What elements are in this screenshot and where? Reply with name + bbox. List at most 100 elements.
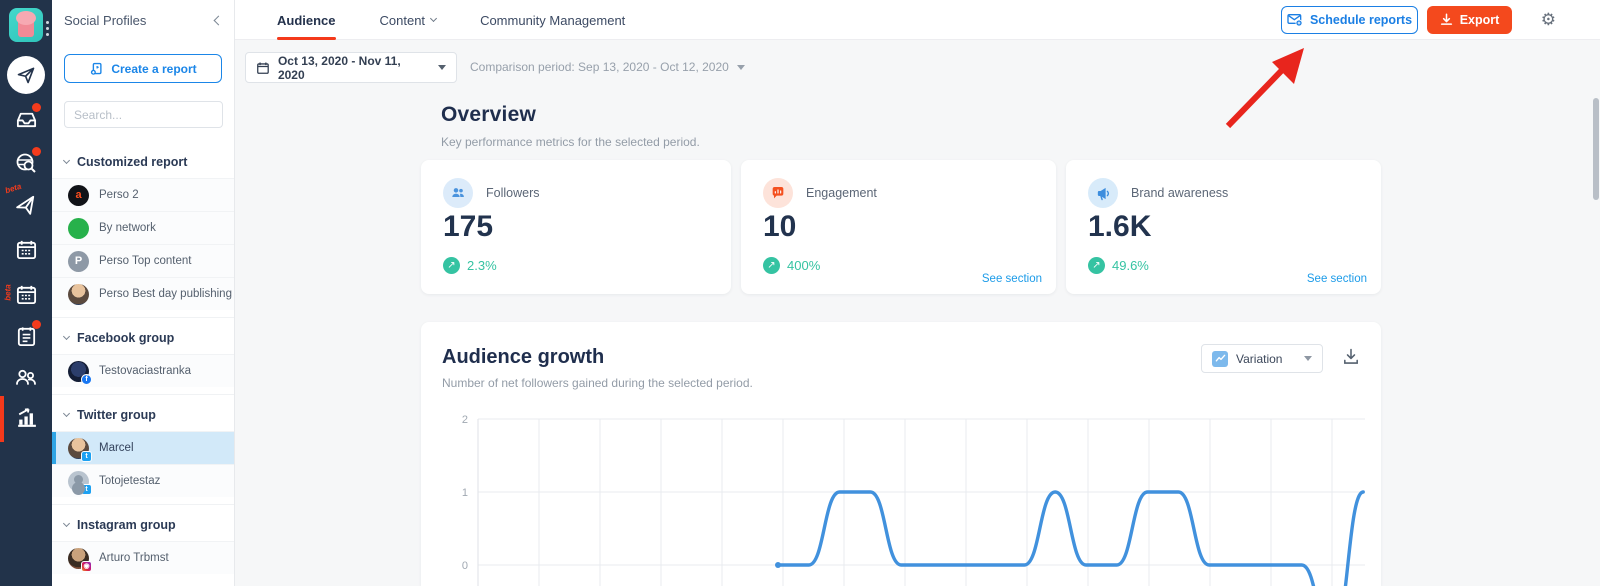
audience-growth-title: Audience growth [442, 346, 605, 368]
see-section-link[interactable]: See section [981, 273, 1042, 285]
card-label: Followers [486, 186, 540, 200]
notification-dot [32, 147, 41, 156]
profile-item-label: Marcel [99, 442, 134, 454]
brand-awareness-card: Brand awareness 1.6K ↗ 49.6% See section [1066, 160, 1381, 294]
export-button[interactable]: Export [1427, 6, 1512, 34]
line-chart-icon [1215, 354, 1225, 362]
section-instagram-group[interactable]: Instagram group [52, 504, 234, 541]
trend-indicator: ↗ 49.6% [1088, 257, 1149, 274]
kebab-menu-icon[interactable] [46, 21, 49, 24]
send-plane-icon [16, 195, 35, 215]
nav-analytics[interactable] [0, 404, 52, 430]
report-item-label: By network [99, 222, 156, 234]
active-nav-indicator [0, 396, 4, 442]
chevron-down-icon [62, 156, 71, 165]
report-item-label: Perso Top content [99, 255, 192, 267]
engagement-card: Engagement 10 ↗ 400% See section [741, 160, 1056, 294]
planner-calendar-icon [16, 240, 36, 259]
card-label: Engagement [806, 186, 877, 200]
create-report-button[interactable]: Create a report [64, 54, 222, 83]
followers-icon [452, 188, 464, 197]
instagram-badge-icon: ◉ [81, 560, 92, 572]
collapse-panel-icon[interactable] [213, 15, 224, 25]
trend-up-icon: ↗ [1088, 257, 1105, 274]
vertical-scrollbar-thumb[interactable] [1593, 98, 1599, 200]
variation-label: Variation [1236, 351, 1283, 366]
section-twitter-group[interactable]: Twitter group [52, 394, 234, 431]
nav-campaigns[interactable] [0, 320, 52, 349]
beta-badge: beta [4, 181, 23, 196]
svg-text:1: 1 [462, 487, 468, 499]
section-label: Instagram group [77, 518, 176, 532]
nav-team[interactable] [0, 364, 52, 390]
tab-content[interactable]: Content [380, 0, 438, 40]
report-item[interactable]: By network [52, 211, 234, 244]
profile-item-label: Testovaciastranka [99, 365, 192, 377]
chevron-down-icon [1304, 356, 1312, 361]
report-item[interactable]: Perso Best day publishing [52, 277, 234, 310]
avatar: P [68, 250, 89, 272]
mail-plus-icon [1287, 14, 1303, 27]
workspace-avatar[interactable] [0, 8, 52, 42]
social-search-icon [16, 153, 36, 173]
nav-publish[interactable] [0, 56, 52, 94]
date-range-label: Oct 13, 2020 - Nov 11, 2020 [277, 53, 401, 82]
avatar: t [68, 470, 92, 495]
panel-title: Social Profiles [64, 12, 147, 28]
report-item[interactable]: P Perso Top content [52, 244, 234, 277]
search-input[interactable] [64, 101, 223, 128]
tab-audience[interactable]: Audience [277, 0, 336, 40]
trend-value: 400% [787, 258, 821, 273]
avatar: ◉ [68, 547, 92, 572]
report-item[interactable]: a Perso 2 [52, 178, 234, 211]
trend-up-icon: ↗ [763, 257, 780, 274]
section-facebook-group[interactable]: Facebook group [52, 317, 234, 354]
trend-value: 49.6% [1112, 258, 1149, 273]
date-range-picker[interactable]: Oct 13, 2020 - Nov 11, 2020 [245, 52, 457, 83]
tab-community-management[interactable]: Community Management [480, 0, 625, 40]
nav-social-search[interactable] [0, 147, 52, 176]
profile-item[interactable]: f Testovaciastranka [52, 354, 234, 387]
comparison-period[interactable]: Comparison period: Sep 13, 2020 - Oct 12… [470, 60, 745, 74]
audience-growth-card: Audience growth Number of net followers … [421, 322, 1381, 586]
calendar-icon [257, 61, 269, 74]
trend-indicator: ↗ 2.3% [443, 257, 497, 274]
beta-badge: beta [3, 284, 13, 301]
nav-best-hours[interactable]: beta [0, 281, 52, 307]
svg-text:2: 2 [462, 414, 468, 426]
chevron-down-icon [62, 519, 71, 528]
overview-subtitle: Key performance metrics for the selected… [441, 135, 700, 149]
schedule-reports-label: Schedule reports [1309, 13, 1413, 27]
team-icon [16, 369, 36, 385]
schedule-reports-button[interactable]: Schedule reports [1281, 6, 1418, 34]
tab-label: Audience [277, 12, 336, 28]
audience-growth-chart[interactable]: 2 1 0 [440, 400, 1380, 586]
download-chart-button[interactable] [1343, 348, 1359, 370]
gear-icon[interactable]: ⚙ [1540, 10, 1556, 29]
chevron-down-icon [430, 14, 438, 23]
trend-up-icon: ↗ [443, 257, 460, 274]
section-customized-report[interactable]: Customized report [52, 142, 234, 178]
trend-value: 2.3% [467, 258, 497, 273]
notes-icon [17, 326, 35, 346]
see-section-link[interactable]: See section [1306, 273, 1367, 285]
overview-title: Overview [441, 103, 536, 126]
followers-card: Followers 175 ↗ 2.3% [421, 160, 731, 294]
profile-item-selected[interactable]: t Marcel [52, 431, 234, 464]
notification-dot [32, 103, 41, 112]
profile-item-label: Totojetestaz [99, 475, 161, 487]
notification-dot [32, 320, 41, 329]
svg-text:0: 0 [462, 560, 468, 572]
report-item-label: Perso 2 [99, 189, 139, 201]
inbox-icon [16, 112, 36, 127]
variation-dropdown[interactable]: Variation [1201, 344, 1323, 373]
nav-inbox[interactable] [0, 103, 52, 132]
avatar: f [68, 360, 92, 385]
profile-item[interactable]: ◉ Arturo Trbmst [52, 541, 234, 574]
nav-planner[interactable] [0, 236, 52, 262]
profile-item-label: Arturo Trbmst [99, 552, 169, 564]
brand-awareness-value: 1.6K [1088, 210, 1152, 243]
nav-autolists[interactable]: beta [0, 182, 52, 219]
profile-item[interactable]: t Totojetestaz [52, 464, 234, 497]
chevron-down-icon [736, 64, 745, 70]
